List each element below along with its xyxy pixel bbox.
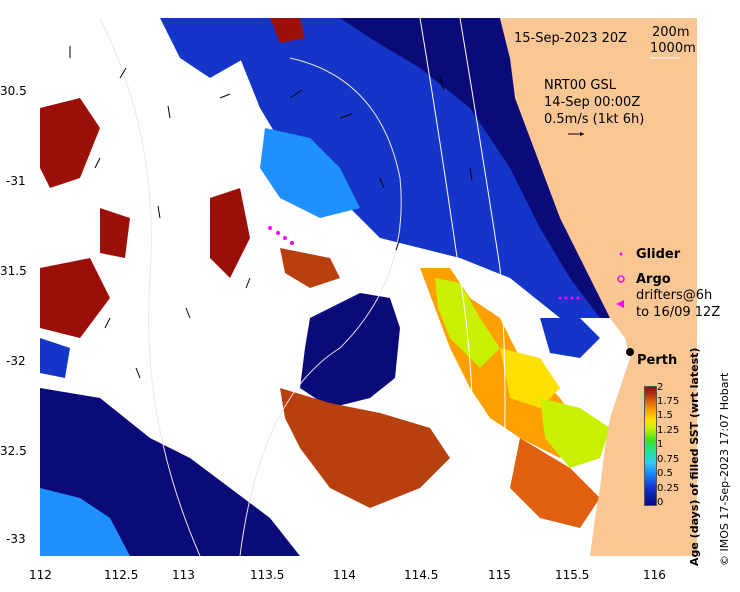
x-tick: 113.5: [250, 568, 285, 582]
light-blue-patch: [260, 128, 360, 218]
current-vectors: [69, 46, 473, 379]
red-patch-4: [210, 188, 250, 278]
colorbar-tick: 1: [657, 439, 664, 450]
colorbar-tick: 1.75: [657, 396, 680, 407]
legend-drifters-2: to 16/09 12Z: [636, 305, 721, 320]
blue-patch-west: [40, 338, 70, 378]
current-info-3: 0.5m/s (1kt 6h): [544, 112, 645, 127]
colorbar-tick: 0.75: [657, 454, 680, 465]
timestamp-label: 15-Sep-2023 20Z: [514, 31, 628, 46]
colorbar-tick: 2: [657, 382, 664, 393]
credit-label: © IMOS 17-Sep-2023 17:07 Hobart: [718, 372, 731, 566]
red-patch-5: [270, 18, 305, 43]
deep-blue-region-center: [300, 293, 400, 408]
x-tick: 112: [29, 568, 52, 582]
colorbar-label: Age (days) of filled SST (wrt latest): [688, 347, 701, 566]
perth-marker: [626, 348, 634, 356]
ssh-contour-1: [239, 57, 402, 556]
colorbar: [644, 386, 657, 506]
red-patch-2: [40, 258, 110, 338]
x-tick: 114.5: [404, 568, 439, 582]
x-tick: 112.5: [104, 568, 139, 582]
legend-drifters-1: drifters@6h: [636, 288, 713, 303]
glider-track: [268, 226, 294, 245]
contour-label-1000m: 1000m: [650, 41, 696, 56]
colorbar-tick: 1.5: [657, 410, 673, 421]
y-tick: 30.5: [0, 84, 27, 98]
colorbar-tick: 0.5: [657, 468, 673, 479]
x-tick: 115.5: [555, 568, 590, 582]
map-canvas: [40, 18, 697, 556]
legend-argo: Argo: [636, 272, 671, 287]
orange-region-south: [510, 438, 600, 528]
current-info-2: 14-Sep 00:00Z: [544, 95, 641, 110]
y-tick: -33: [6, 532, 26, 546]
contour-200m: [459, 18, 506, 556]
current-info-1: NRT00 GSL: [544, 78, 616, 93]
drifter-legend-symbol: [616, 300, 624, 308]
light-blue-region-southwest: [40, 488, 130, 556]
x-tick: 113: [172, 568, 195, 582]
yellow-region: [500, 348, 560, 408]
blue-region-northeast: [240, 18, 610, 318]
sst-map: [40, 18, 697, 556]
y-tick: 32.5: [0, 444, 27, 458]
blue-region-north: [160, 18, 250, 78]
red-patch-1: [40, 98, 100, 188]
contour-label-200m: 200m: [652, 25, 690, 40]
red-patch-3: [100, 208, 130, 258]
blue-region-shelf-2: [540, 318, 600, 358]
x-tick: 116: [643, 568, 666, 582]
scale-arrow-head: [580, 132, 584, 136]
place-label-perth: Perth: [637, 353, 678, 368]
colorbar-tick: 0.25: [657, 483, 680, 494]
contour-1000m: [419, 18, 474, 556]
yellow-green-region-2: [540, 398, 610, 468]
argo-legend-symbol: [617, 275, 625, 283]
x-tick: 114: [333, 568, 356, 582]
y-tick: -32: [6, 354, 26, 368]
x-tick: 115: [488, 568, 511, 582]
colorbar-tick: 1.25: [657, 425, 680, 436]
glider-legend-symbol: [619, 252, 623, 256]
colorbar-tick: 0: [657, 497, 664, 508]
deep-blue-region-shelf: [340, 18, 630, 318]
yellow-green-region: [435, 278, 500, 368]
ssh-contour-2: [99, 18, 201, 556]
y-tick: -31: [6, 174, 26, 188]
legend-glider: Glider: [636, 247, 681, 262]
rust-region-south: [280, 388, 450, 508]
rust-patch-1: [280, 248, 340, 288]
drifter-track: [558, 296, 580, 300]
y-tick: 31.5: [0, 264, 27, 278]
